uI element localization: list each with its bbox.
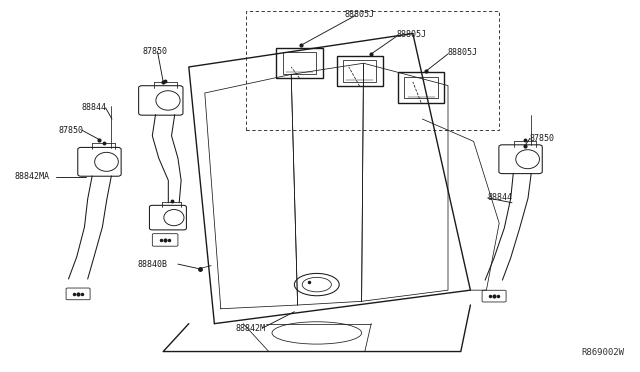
Text: 88842MA: 88842MA — [14, 172, 49, 181]
Bar — [276, 48, 323, 78]
Bar — [343, 60, 376, 82]
Text: 88842M: 88842M — [236, 324, 266, 333]
Bar — [404, 77, 438, 98]
Text: 88844: 88844 — [82, 103, 107, 112]
Text: 88805J: 88805J — [448, 48, 478, 57]
Bar — [246, 11, 499, 130]
Text: 87850: 87850 — [59, 126, 84, 135]
Bar — [283, 52, 316, 74]
Text: 88805J: 88805J — [397, 30, 427, 39]
Text: 88840B: 88840B — [138, 260, 168, 269]
Text: 88844: 88844 — [488, 193, 513, 202]
Text: R869002W: R869002W — [581, 348, 624, 357]
Bar — [337, 56, 383, 86]
Text: 88805J: 88805J — [344, 10, 374, 19]
Text: 87850: 87850 — [142, 47, 167, 56]
Bar — [398, 72, 444, 103]
Text: 87850: 87850 — [530, 134, 555, 143]
